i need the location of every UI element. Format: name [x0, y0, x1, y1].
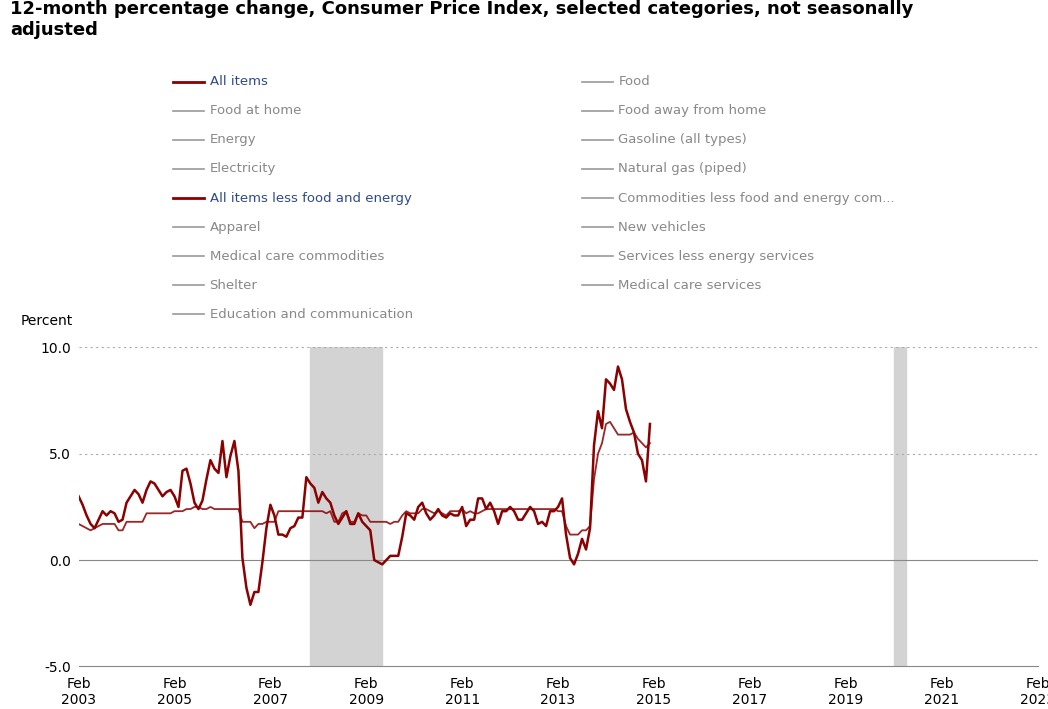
Text: Electricity: Electricity: [210, 162, 276, 175]
Text: Gasoline (all types): Gasoline (all types): [618, 133, 747, 146]
Text: Food away from home: Food away from home: [618, 104, 766, 117]
Bar: [310, 347, 383, 666]
Text: Food: Food: [618, 75, 650, 88]
Text: Medical care services: Medical care services: [618, 279, 762, 292]
Text: Education and communication: Education and communication: [210, 308, 413, 321]
Text: Services less energy services: Services less energy services: [618, 250, 814, 263]
Text: Percent: Percent: [21, 314, 73, 328]
Text: All items less food and energy: All items less food and energy: [210, 191, 412, 205]
Text: Energy: Energy: [210, 133, 256, 146]
Text: Apparel: Apparel: [210, 220, 261, 234]
Bar: [894, 347, 905, 666]
Text: 12-month percentage change, Consumer Price Index, selected categories, not seaso: 12-month percentage change, Consumer Pri…: [10, 0, 914, 39]
Text: Natural gas (piped): Natural gas (piped): [618, 162, 747, 175]
Text: All items: All items: [210, 75, 267, 88]
Text: Shelter: Shelter: [210, 279, 258, 292]
Text: New vehicles: New vehicles: [618, 220, 706, 234]
Text: Medical care commodities: Medical care commodities: [210, 250, 384, 263]
Text: Commodities less food and energy com...: Commodities less food and energy com...: [618, 191, 895, 205]
Text: Food at home: Food at home: [210, 104, 301, 117]
